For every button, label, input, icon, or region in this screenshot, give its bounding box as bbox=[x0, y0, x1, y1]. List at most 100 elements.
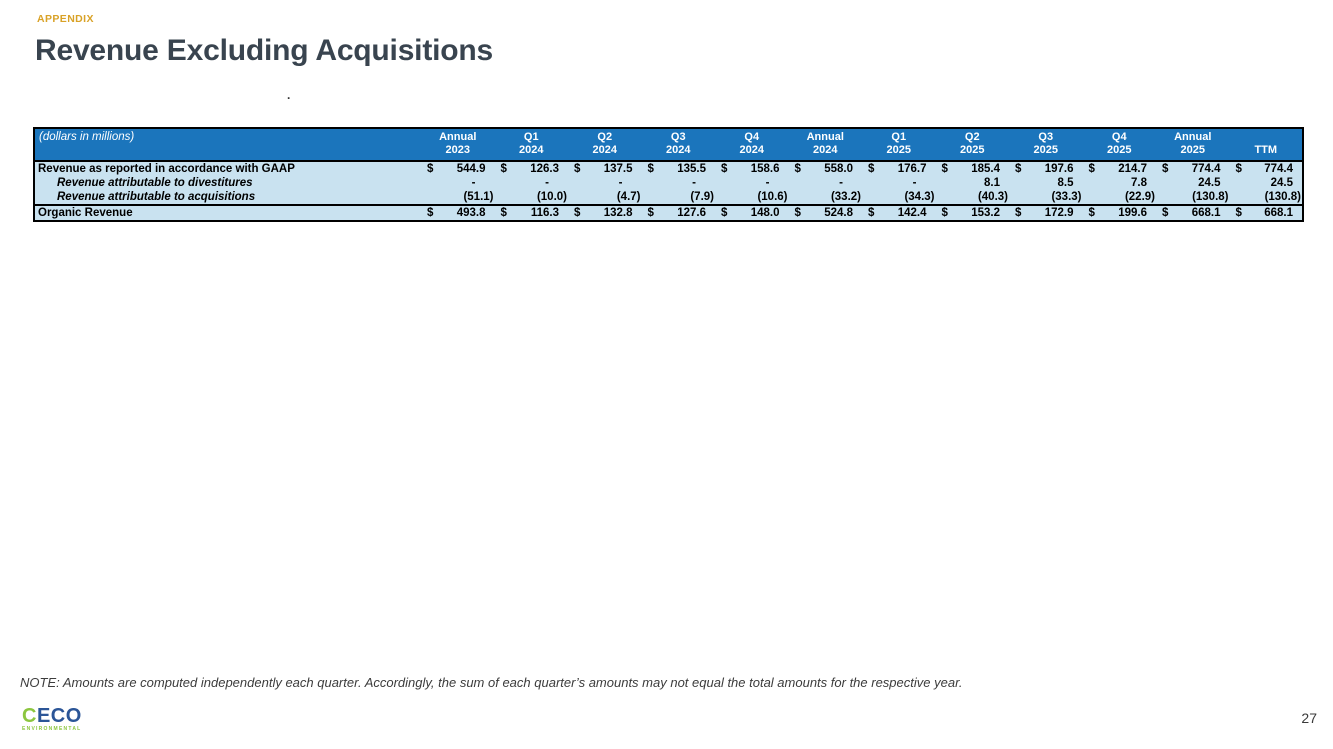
cell-value: 214.7 bbox=[1118, 163, 1147, 175]
dollar-sign: $ bbox=[427, 163, 434, 175]
cell-value: 148.0 bbox=[750, 207, 780, 219]
value-cell: $199.6 bbox=[1082, 205, 1156, 221]
cell-value: 558.0 bbox=[824, 163, 853, 175]
cell-value: (34.3) bbox=[904, 191, 935, 203]
value-cell: $214.7 bbox=[1082, 161, 1156, 176]
cell-value: 137.5 bbox=[603, 163, 633, 175]
dollar-sign: $ bbox=[868, 207, 875, 219]
value-cell: - bbox=[494, 176, 568, 190]
value-cell: (10.6) bbox=[715, 190, 789, 205]
value-cell: 8.1 bbox=[935, 176, 1009, 190]
column-header-annual-2024: Annual 2024 bbox=[788, 128, 862, 161]
column-header-annual-2023: Annual 2023 bbox=[421, 128, 495, 161]
revenue-table: (dollars in millions) Annual 2023 Q1 2024 Q2 2… bbox=[33, 127, 1304, 222]
value-cell: (130.8) bbox=[1156, 190, 1230, 205]
footnote: NOTE: Amounts are computed independently… bbox=[20, 675, 963, 690]
value-cell: $135.5 bbox=[641, 161, 715, 176]
column-header-q3-2024: Q3 2024 bbox=[641, 128, 715, 161]
cell-value: 8.5 bbox=[1057, 177, 1074, 189]
dollar-sign: $ bbox=[941, 207, 948, 219]
appendix-label: APPENDIX bbox=[37, 13, 94, 25]
dollar-sign: $ bbox=[1235, 207, 1242, 219]
cell-value: 199.6 bbox=[1118, 207, 1147, 219]
cell-value: (51.1) bbox=[463, 191, 494, 203]
cell-value: 668.1 bbox=[1191, 207, 1221, 219]
cell-value: (10.6) bbox=[757, 191, 788, 203]
dollar-sign: $ bbox=[1015, 163, 1022, 175]
dollar-sign: $ bbox=[647, 207, 654, 219]
value-cell: - bbox=[715, 176, 789, 190]
row-label: Revenue attributable to divestitures bbox=[34, 176, 421, 190]
dollar-sign: $ bbox=[721, 207, 728, 219]
cell-value: - bbox=[692, 177, 696, 189]
value-cell: (34.3) bbox=[862, 190, 936, 205]
cell-value: (130.8) bbox=[1192, 191, 1229, 203]
dollar-sign: $ bbox=[794, 207, 801, 219]
value-cell: - bbox=[421, 176, 495, 190]
cell-value: (10.0) bbox=[536, 191, 567, 203]
cell-value: 126.3 bbox=[530, 163, 559, 175]
dollar-sign: $ bbox=[500, 163, 507, 175]
dollar-sign: $ bbox=[1162, 207, 1169, 219]
value-cell: $176.7 bbox=[862, 161, 936, 176]
value-cell: $668.1 bbox=[1156, 205, 1230, 221]
column-header-q1-2024: Q1 2024 bbox=[494, 128, 568, 161]
value-cell: $544.9 bbox=[421, 161, 495, 176]
revenue-table-container: (dollars in millions) Annual 2023 Q1 2024 Q2 2… bbox=[33, 127, 1304, 222]
value-cell: $142.4 bbox=[862, 205, 936, 221]
cell-value: 24.5 bbox=[1198, 177, 1221, 189]
logo-letter-green: C bbox=[22, 705, 37, 727]
ceco-environmental-logo: CECO ENVIRONMENTAL bbox=[22, 706, 82, 732]
column-header-annual-2025: Annual 2025 bbox=[1156, 128, 1230, 161]
dollar-sign: $ bbox=[1015, 207, 1022, 219]
dollar-sign: $ bbox=[1162, 163, 1169, 175]
value-cell: $197.6 bbox=[1009, 161, 1083, 176]
row-label: Revenue attributable to acquisitions bbox=[34, 190, 421, 205]
cell-value: 524.8 bbox=[824, 207, 853, 219]
dollar-sign: $ bbox=[868, 163, 875, 175]
logo-subtext: ENVIRONMENTAL bbox=[22, 726, 82, 732]
stray-dot: . bbox=[287, 88, 291, 102]
value-cell: (130.8) bbox=[1229, 190, 1303, 205]
dollar-sign: $ bbox=[1088, 207, 1095, 219]
cell-value: (40.3) bbox=[977, 191, 1008, 203]
value-cell: $668.1 bbox=[1229, 205, 1303, 221]
table-row: Revenue as reported in accordance with G… bbox=[34, 161, 1303, 176]
value-cell: 24.5 bbox=[1229, 176, 1303, 190]
value-cell: $158.6 bbox=[715, 161, 789, 176]
cell-value: 544.9 bbox=[456, 163, 486, 175]
column-header-ttm: TTM bbox=[1229, 128, 1303, 161]
value-cell: $493.8 bbox=[421, 205, 495, 221]
value-cell: (33.3) bbox=[1009, 190, 1083, 205]
column-header-q4-2025: Q4 2025 bbox=[1082, 128, 1156, 161]
cell-value: 176.7 bbox=[897, 163, 927, 175]
value-cell: $774.4 bbox=[1156, 161, 1230, 176]
dollar-sign: $ bbox=[427, 207, 434, 219]
cell-value: 197.6 bbox=[1044, 163, 1074, 175]
column-header-q2-2024: Q2 2024 bbox=[568, 128, 642, 161]
cell-value: 8.1 bbox=[984, 177, 1000, 189]
value-cell: $153.2 bbox=[935, 205, 1009, 221]
logo-letters-blue: ECO bbox=[36, 705, 82, 727]
value-cell: $127.6 bbox=[641, 205, 715, 221]
cell-value: - bbox=[618, 177, 623, 189]
cell-value: 116.3 bbox=[530, 207, 559, 219]
value-cell: (51.1) bbox=[421, 190, 495, 205]
cell-value: 185.4 bbox=[971, 163, 1000, 175]
cell-value: (130.8) bbox=[1264, 191, 1301, 203]
dollar-sign: $ bbox=[647, 163, 654, 175]
table-unit-label: (dollars in millions) bbox=[34, 128, 421, 161]
cell-value: (7.9) bbox=[690, 191, 714, 203]
value-cell: $126.3 bbox=[494, 161, 568, 176]
value-cell: (4.7) bbox=[568, 190, 642, 205]
value-cell: $137.5 bbox=[568, 161, 642, 176]
cell-value: 153.2 bbox=[971, 207, 1000, 219]
column-header-q3-2025: Q3 2025 bbox=[1009, 128, 1083, 161]
dollar-sign: $ bbox=[500, 207, 507, 219]
value-cell: 24.5 bbox=[1156, 176, 1230, 190]
cell-value: 132.8 bbox=[603, 207, 633, 219]
row-label: Organic Revenue bbox=[34, 205, 421, 221]
value-cell: (33.2) bbox=[788, 190, 862, 205]
cell-value: 127.6 bbox=[677, 207, 706, 219]
cell-value: - bbox=[839, 177, 843, 189]
